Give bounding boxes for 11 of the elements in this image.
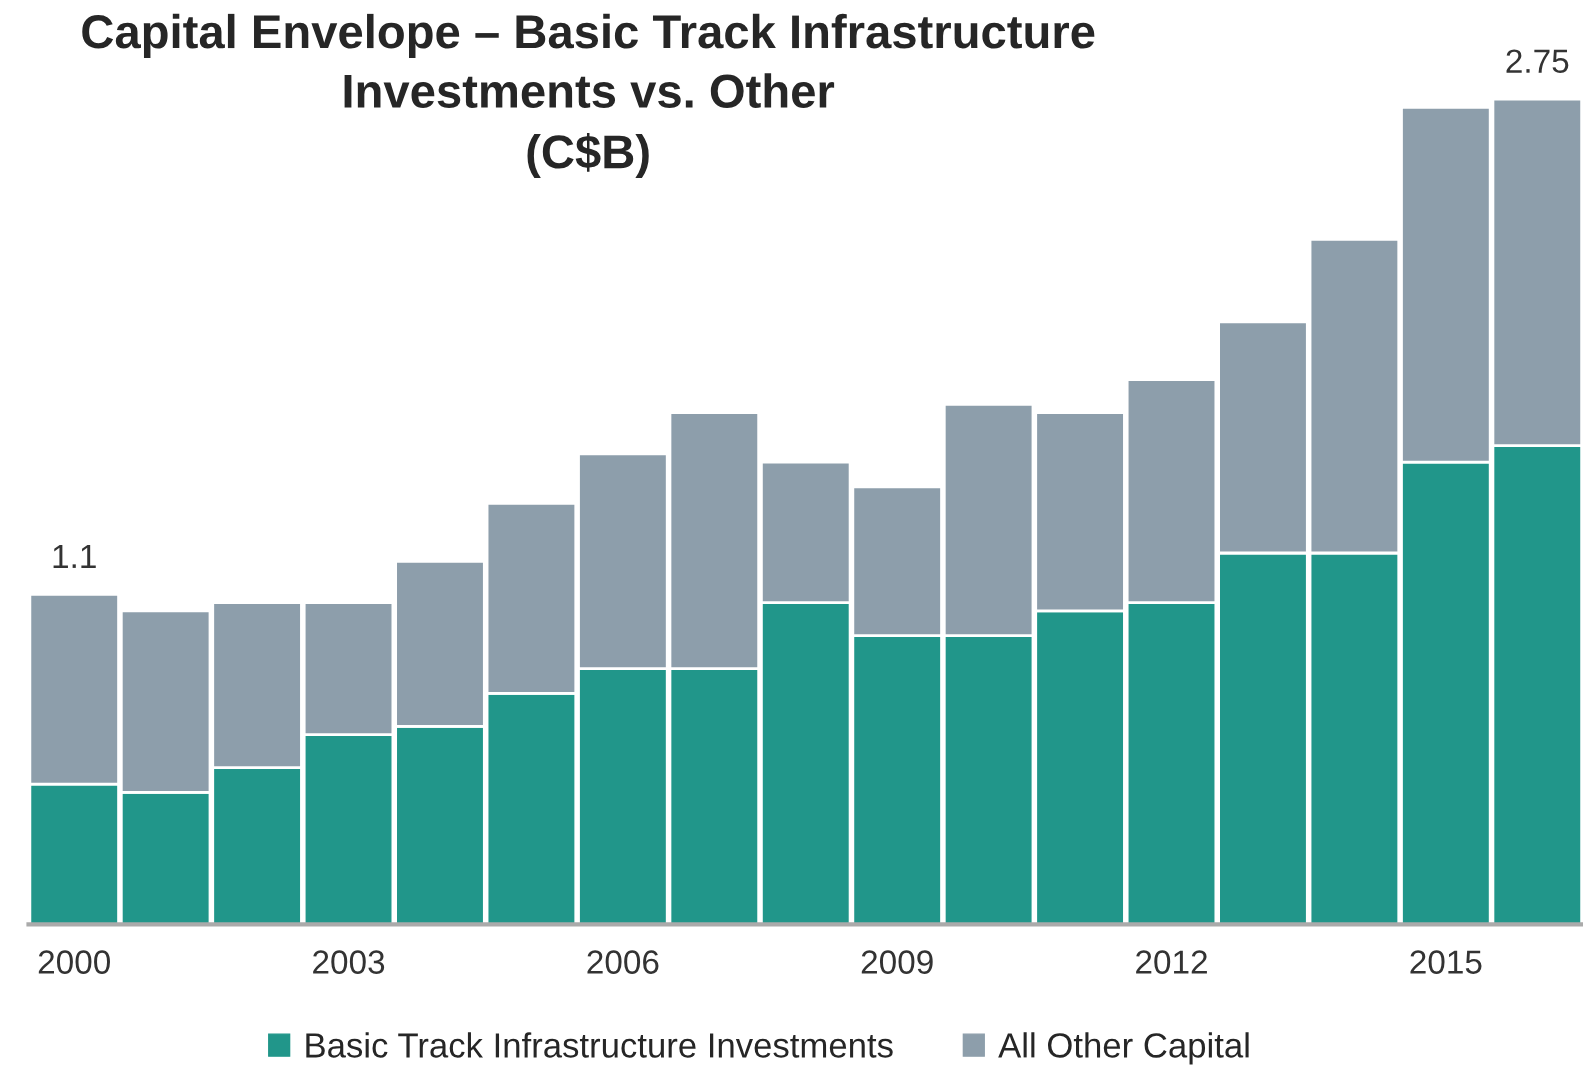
annotation: 1.1: [53, 544, 96, 568]
legend-label: All Other Capital: [998, 1032, 1249, 1065]
chart-title: Capital Envelope – Basic Track Infrastructure Investments vs. Other (C$B): [82, 13, 1095, 178]
annotation: 2.75: [1506, 49, 1569, 74]
x-tick-label: 2006: [587, 950, 659, 974]
x-tick-label: 2000: [38, 950, 110, 974]
x-tick-label: 2003: [313, 950, 385, 974]
x-tick-label: 2015: [1410, 950, 1482, 974]
legend-label: Basic Track Infrastructure Investments: [306, 1032, 893, 1058]
x-tick-label: 2009: [861, 950, 933, 974]
x-tick-label: 2012: [1136, 950, 1207, 974]
